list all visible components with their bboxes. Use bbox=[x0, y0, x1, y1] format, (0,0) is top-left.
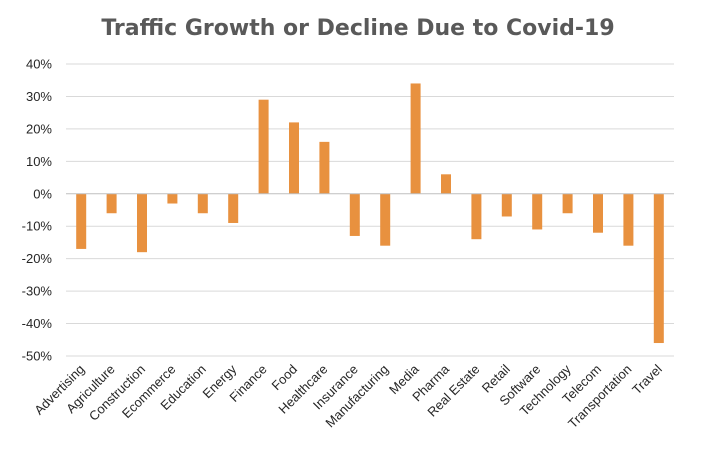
chart-title: Traffic Growth or Decline Due to Covid-1… bbox=[101, 16, 615, 41]
bar bbox=[471, 193, 482, 240]
bar bbox=[623, 193, 634, 246]
y-tick-label: 30% bbox=[26, 89, 52, 104]
bar bbox=[228, 193, 239, 223]
bar bbox=[441, 174, 451, 194]
x-tick-label: Travel bbox=[629, 361, 665, 397]
x-tick-labels: AdvertisingAgricultureConstructionEcomme… bbox=[31, 361, 665, 431]
y-tick-label: 0% bbox=[33, 186, 52, 201]
bar bbox=[593, 193, 603, 233]
bar bbox=[197, 193, 208, 214]
bar bbox=[319, 141, 330, 194]
bar bbox=[562, 193, 573, 214]
bar bbox=[532, 193, 543, 230]
bar bbox=[501, 193, 512, 217]
bar bbox=[76, 193, 87, 249]
y-tick-label: -10% bbox=[22, 219, 53, 234]
y-tick-label: -20% bbox=[22, 251, 53, 266]
bar bbox=[289, 122, 299, 194]
y-tick-label: 10% bbox=[26, 154, 52, 169]
y-tick-labels: 40% 30% 20% 10% 0% -10% -20% -30% -40% -50% bbox=[22, 57, 53, 364]
bar bbox=[137, 193, 147, 253]
bar bbox=[258, 99, 269, 194]
grid-lines bbox=[66, 63, 674, 357]
bar bbox=[410, 83, 421, 194]
bars bbox=[76, 83, 664, 344]
y-tick-label: -30% bbox=[22, 284, 53, 299]
bar bbox=[106, 193, 117, 214]
bar bbox=[349, 193, 360, 236]
bar bbox=[380, 193, 391, 246]
bar bbox=[167, 193, 178, 204]
y-tick-label: -40% bbox=[22, 316, 53, 331]
y-tick-label: 40% bbox=[26, 57, 52, 72]
y-tick-label: 20% bbox=[26, 121, 52, 136]
y-tick-label: -50% bbox=[22, 349, 53, 364]
bar bbox=[653, 193, 664, 344]
